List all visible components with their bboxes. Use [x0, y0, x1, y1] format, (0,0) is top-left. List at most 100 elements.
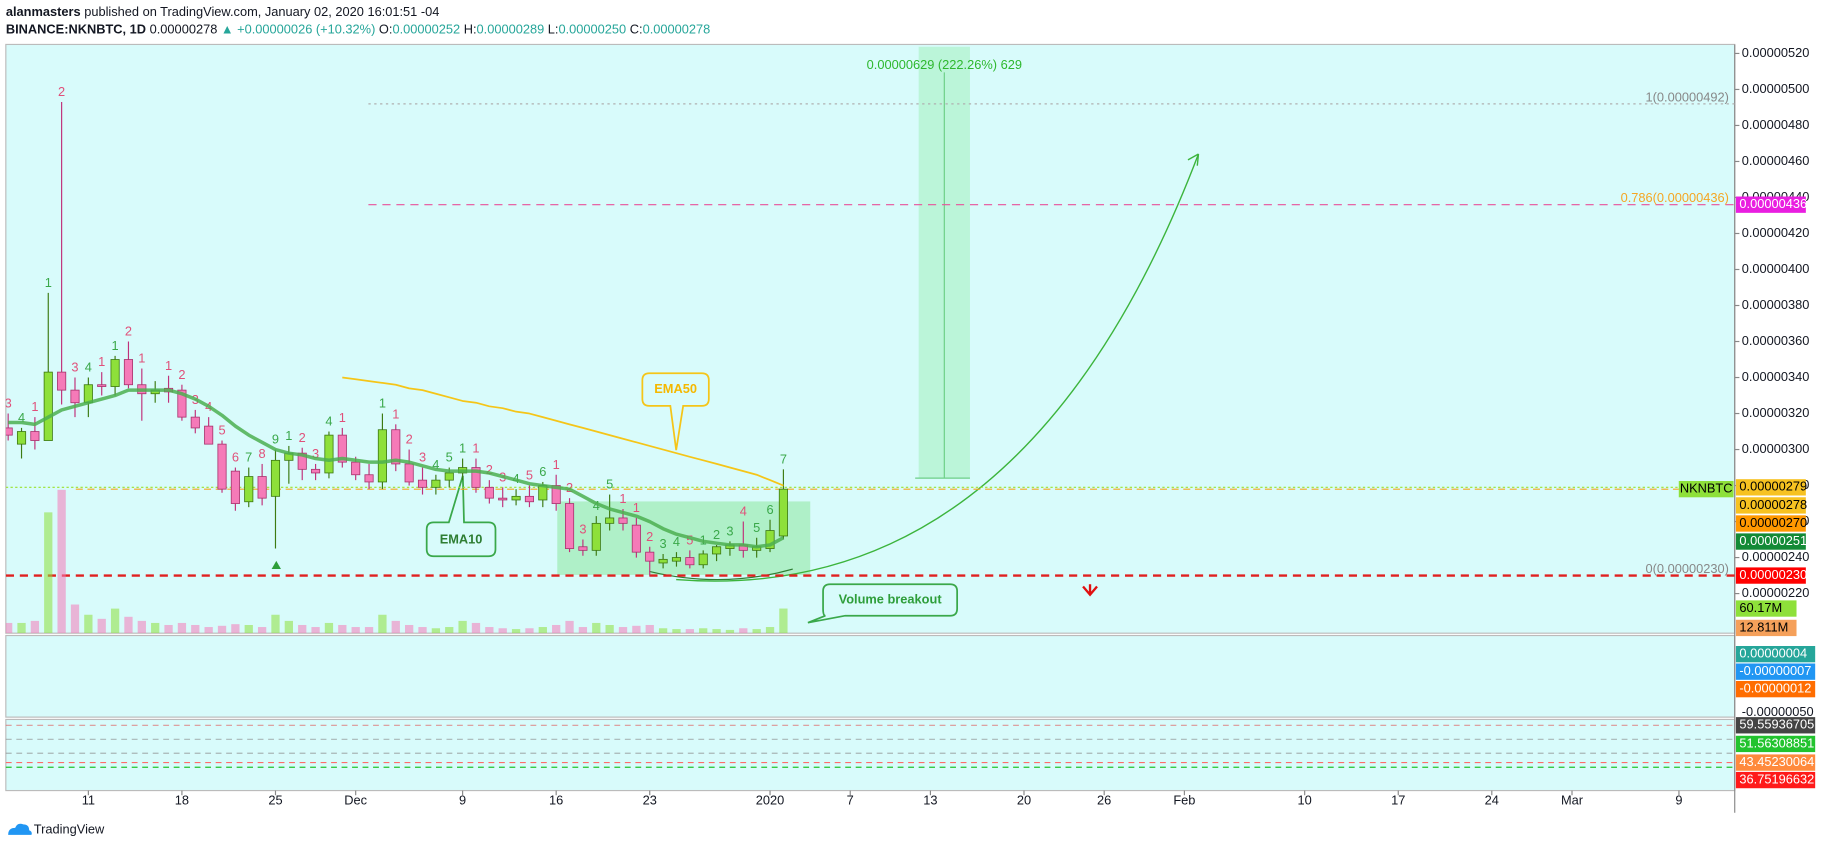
macd-label-box	[1735, 680, 1816, 698]
candle-body	[618, 517, 628, 524]
volume-bar	[725, 629, 735, 634]
ohlc-key: L:	[548, 22, 559, 37]
y-tick-label: 0.00000340	[1742, 369, 1810, 384]
y-tick-label: 0.00000500	[1742, 81, 1810, 96]
ohlc-value: 0.00000250	[558, 22, 626, 37]
td-count: 1	[112, 338, 119, 353]
td-count: 1	[285, 428, 292, 443]
volume-callout: Volume breakout	[807, 583, 959, 624]
volume-bar	[699, 628, 708, 634]
x-tick-label: 25	[268, 792, 282, 807]
volume-bar	[151, 622, 160, 634]
y-tick-label: 0.00000300	[1742, 441, 1810, 456]
td-count: 3	[71, 360, 78, 375]
candle-body	[70, 389, 80, 404]
price-label-box	[1735, 479, 1806, 496]
indicator-line	[342, 376, 784, 487]
candle-body	[123, 359, 134, 386]
candle-body	[431, 479, 441, 488]
volume-bar	[498, 628, 507, 634]
arrow: ▲	[221, 22, 234, 37]
indicator-line	[8, 388, 785, 549]
volume-bar	[110, 608, 120, 634]
y-tick-label: 0.00000220	[1742, 585, 1810, 600]
candle-body	[645, 551, 655, 562]
td-count: 4	[673, 534, 680, 549]
td-count: 4	[593, 498, 600, 513]
candle-body	[591, 522, 601, 551]
td-count: 3	[312, 446, 319, 461]
rsi-label-box	[1735, 771, 1816, 789]
td-count: 6	[539, 464, 546, 479]
x-tick-label: Dec	[344, 792, 367, 807]
volume-bar	[217, 625, 227, 634]
volume-bar	[552, 624, 561, 634]
volume-bar	[257, 627, 267, 634]
td-count: 1	[633, 500, 640, 515]
rsi-label: 59.55936705	[1739, 717, 1814, 732]
candle-body	[270, 459, 281, 497]
candle-body	[16, 431, 27, 445]
x-tick-label: 16	[549, 792, 563, 807]
td-count: 1	[339, 410, 346, 425]
candle-body	[217, 443, 227, 490]
volume-bar	[752, 629, 761, 634]
candle-body	[765, 530, 775, 549]
td-count: 5	[526, 468, 533, 483]
volume-bar	[124, 616, 133, 634]
callout-box	[425, 475, 497, 558]
td-count: 4	[85, 360, 92, 375]
rsi-label: 36.75196632	[1739, 771, 1814, 786]
volume-bar	[311, 627, 320, 634]
symbol: BINANCE:NKNBTC, 1D	[6, 22, 146, 37]
td-count: 9	[272, 432, 279, 447]
volume-bar	[324, 622, 334, 634]
ohlc-value: 0.00000289	[477, 22, 545, 37]
x-tick-label: 2020	[756, 792, 785, 807]
candle-body	[204, 425, 214, 445]
td-count: 1	[472, 441, 479, 456]
candle-body	[391, 429, 401, 465]
ohlc-value: 0.00000252	[392, 22, 460, 37]
volume-bar	[645, 624, 654, 634]
candle-body	[484, 486, 494, 499]
measure-label: 0.00000629 (222.26%) 629	[867, 57, 1022, 72]
price-label-box	[1735, 533, 1806, 550]
volume-bar	[351, 627, 360, 634]
volume-bar	[471, 622, 481, 634]
y-tick-label: 0.00000320	[1742, 405, 1810, 420]
volume-label-box	[1735, 619, 1797, 637]
candle-body	[97, 384, 107, 387]
macd-label: -0.00000007	[1739, 663, 1811, 678]
candle-body	[297, 452, 307, 470]
x-tick-label: 23	[643, 792, 657, 807]
candle-body	[498, 497, 508, 501]
candle-body	[351, 461, 361, 476]
candle-body	[43, 371, 53, 441]
volume-label: 60.17M	[1739, 600, 1782, 615]
price-label-box	[1735, 196, 1806, 213]
fib-label: 0.786(0.00000436)	[1621, 190, 1729, 205]
td-count: 5	[446, 450, 453, 465]
x-tick-label: Mar	[1561, 792, 1584, 807]
candle-body	[230, 470, 240, 504]
candle-body	[511, 495, 521, 501]
candle-body	[578, 546, 588, 551]
x-tick-label: Feb	[1173, 792, 1195, 807]
candle-body	[311, 468, 321, 474]
rsi-label: 51.56308851	[1739, 735, 1814, 750]
volume-bar	[458, 620, 467, 634]
td-count: 4	[740, 504, 747, 519]
candle-body	[551, 485, 561, 504]
volume-bar	[592, 622, 601, 634]
td-count: 2	[299, 430, 306, 445]
volume-bar	[17, 622, 26, 634]
ema10-callout: EMA10	[425, 475, 497, 558]
volume-bar	[5, 622, 13, 634]
volume-bar	[244, 624, 253, 634]
candle-body	[190, 416, 200, 429]
td-count: 1	[379, 396, 386, 411]
symbol-line: BINANCE:NKNBTC, 1D 0.00000278 ▲ +0.00000…	[6, 22, 710, 37]
candle-body	[57, 371, 67, 391]
volume-bar	[632, 625, 641, 634]
